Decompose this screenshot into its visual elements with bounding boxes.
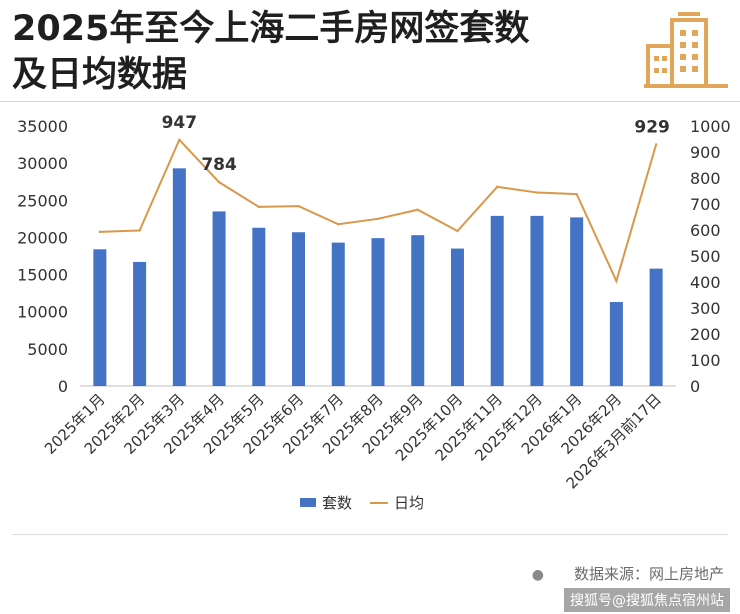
y-right-tick-label: 300 — [690, 299, 721, 318]
legend-label: 套数 — [322, 494, 352, 512]
y-left-tick-label: 15000 — [17, 266, 68, 285]
legend-swatch-bar — [300, 498, 316, 507]
title-line-1: 2025年至今上海二手房网签套数 — [12, 9, 530, 49]
data-label: 784 — [201, 155, 237, 175]
title-divider — [0, 101, 740, 102]
bar — [411, 235, 425, 386]
footer-divider — [12, 534, 728, 535]
y-right-tick-label: 900 — [690, 143, 721, 162]
watermark: 搜狐号@搜狐焦点宿州站 — [564, 588, 730, 612]
line-point — [535, 191, 539, 194]
legend-label: 日均 — [394, 494, 424, 512]
bar — [530, 215, 544, 386]
line-point — [98, 230, 102, 234]
y-right-tick-label: 400 — [690, 273, 721, 292]
y-left-tick-label: 0 — [58, 377, 68, 396]
building-icon — [644, 12, 728, 88]
y-right-tick-label: 1000 — [690, 117, 731, 136]
bar — [570, 217, 584, 386]
line-point — [178, 138, 181, 141]
y-right-tick-label: 600 — [690, 221, 721, 240]
source-note: ● 数据来源：网上房地产 — [532, 563, 724, 584]
bullet-dot: ● — [531, 567, 544, 583]
line-point — [337, 223, 340, 226]
y-left-tick-label: 25000 — [17, 191, 68, 210]
y-left-tick-label: 20000 — [17, 228, 68, 247]
bar — [371, 238, 385, 386]
y-right-tick-label: 200 — [690, 325, 721, 344]
bar — [490, 215, 504, 386]
y-right-tick-label: 0 — [690, 377, 700, 396]
line-point — [416, 208, 419, 211]
bar — [172, 168, 186, 386]
title-line-2: 及日均数据 — [12, 55, 188, 95]
line-point — [456, 229, 459, 233]
bar — [93, 249, 107, 386]
line-point — [575, 192, 578, 196]
bar — [212, 211, 226, 386]
y-left-tick-label: 30000 — [17, 154, 68, 173]
source-text: 数据来源：网上房地产 — [573, 565, 724, 583]
line-point — [217, 180, 221, 184]
line-point — [654, 143, 658, 146]
bar — [292, 232, 306, 386]
bar — [609, 302, 623, 386]
y-right-tick-label: 500 — [690, 247, 721, 266]
y-right-tick-label: 700 — [690, 195, 721, 214]
y-right-tick-label: 800 — [690, 169, 721, 188]
line-point — [376, 217, 380, 221]
y-left-tick-label: 10000 — [17, 303, 68, 322]
line-point — [615, 279, 618, 283]
y-left-tick-label: 5000 — [27, 340, 68, 359]
line-point — [297, 204, 300, 208]
line-point — [138, 229, 141, 232]
bar — [649, 268, 663, 386]
bar — [133, 261, 147, 386]
data-label: 929 — [634, 117, 670, 137]
line-point — [257, 205, 260, 209]
chart: 0 5000 10000 15000 20000 25000 30000 35000 0 100 2… — [17, 113, 731, 512]
bar — [450, 248, 464, 386]
chart-title: 2025年至今上海二手房网签套数 及日均数据 — [12, 6, 612, 98]
bar — [331, 242, 345, 386]
y-left-tick-label: 35000 — [17, 117, 68, 136]
y-right-tick-label: 100 — [690, 351, 721, 370]
line-point — [496, 185, 499, 189]
bar — [252, 227, 266, 386]
data-label: 947 — [162, 113, 198, 133]
